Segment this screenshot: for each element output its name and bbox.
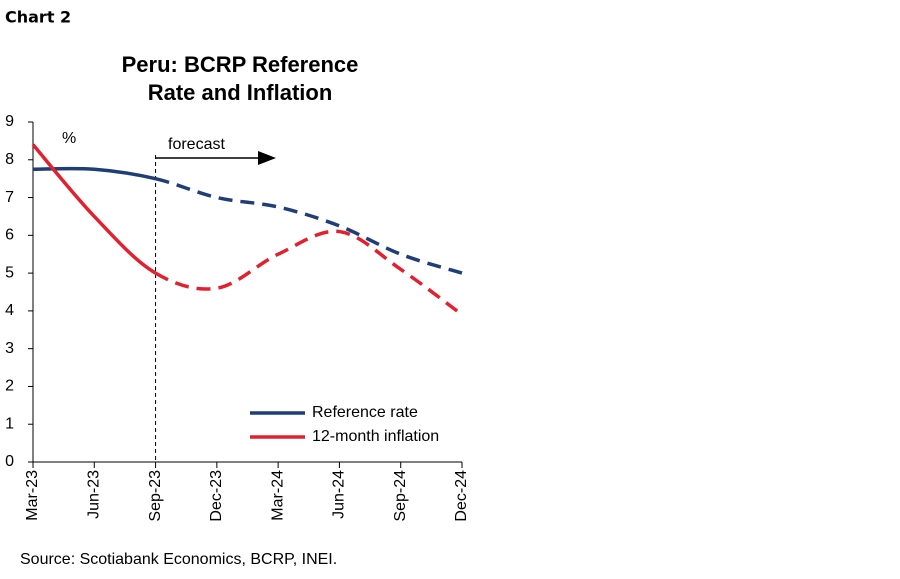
y-tick-label: 1 [5, 415, 14, 432]
y-tick-label: 0 [5, 453, 14, 470]
chart-title: Rate and Inflation [148, 80, 333, 105]
y-tick-label: 5 [5, 264, 14, 281]
y-unit: % [62, 130, 76, 147]
x-tick-label: Mar-24 [269, 470, 286, 521]
x-tick-label: Jun-24 [331, 470, 348, 519]
chart-title: Peru: BCRP Reference [122, 52, 359, 77]
series-line-forecast [155, 176, 463, 275]
chart-header: Chart 2 [5, 8, 71, 27]
x-tick-label: Sep-23 [147, 470, 164, 522]
x-tick-label: Dec-24 [453, 470, 470, 522]
y-tick-label: 4 [5, 302, 14, 319]
x-tick-label: Mar-23 [24, 470, 41, 521]
y-tick-label: 9 [5, 113, 14, 130]
source-note: Source: Scotiabank Economics, BCRP, INEI… [20, 551, 337, 568]
series-line [31, 143, 157, 275]
y-tick-label: 6 [5, 227, 14, 244]
x-tick-label: Sep-24 [392, 470, 409, 522]
forecast-label: forecast [168, 136, 225, 153]
y-tick-label: 2 [5, 378, 14, 395]
legend-label: 12-month inflation [312, 428, 439, 445]
forecast-arrow-head [258, 151, 276, 165]
series-line-forecast [154, 229, 464, 317]
y-tick-label: 3 [5, 340, 14, 357]
x-tick-label: Dec-23 [208, 470, 225, 522]
legend-label: Reference rate [312, 404, 418, 421]
y-tick-label: 8 [5, 151, 14, 168]
y-tick-label: 7 [5, 189, 14, 206]
x-tick-label: Jun-23 [86, 470, 103, 519]
series-line [32, 166, 156, 181]
